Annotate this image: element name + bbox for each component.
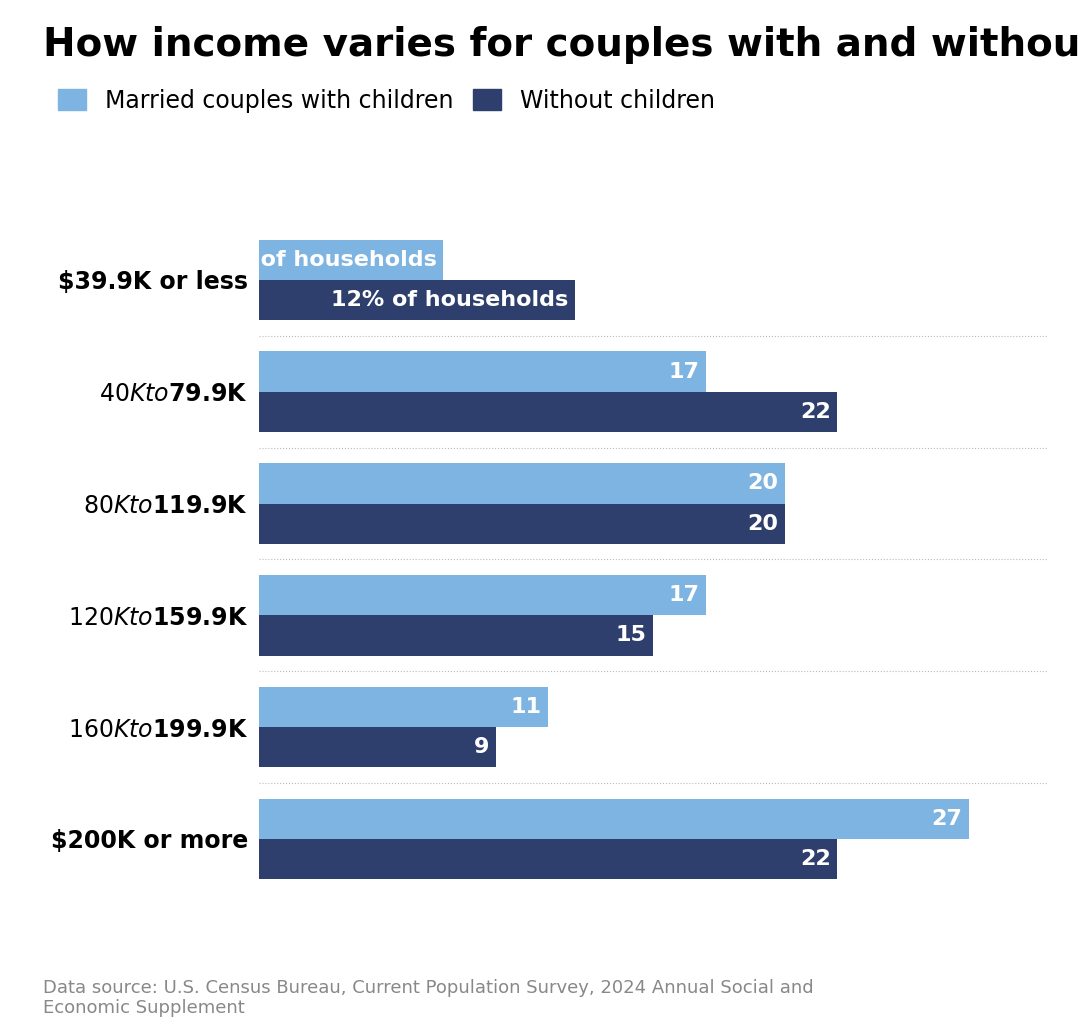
- Text: How income varies for couples with and without kids: How income varies for couples with and w…: [43, 26, 1080, 64]
- Bar: [259, 687, 549, 727]
- Bar: [259, 463, 785, 503]
- Bar: [259, 503, 785, 544]
- Legend: Married couples with children, Without children: Married couples with children, Without c…: [58, 89, 715, 113]
- Bar: [259, 799, 969, 839]
- Text: 7% of households: 7% of households: [215, 250, 436, 269]
- Bar: [259, 575, 706, 615]
- Text: 17: 17: [669, 585, 700, 605]
- Text: Data source: U.S. Census Bureau, Current Population Survey, 2024 Annual Social a: Data source: U.S. Census Bureau, Current…: [43, 979, 814, 1017]
- Bar: [259, 392, 837, 432]
- Text: 11: 11: [511, 697, 542, 717]
- Text: 17: 17: [669, 362, 700, 381]
- Bar: [259, 280, 575, 320]
- Text: 27: 27: [931, 809, 962, 829]
- Bar: [259, 239, 443, 280]
- Text: 22: 22: [800, 402, 831, 422]
- Text: 22: 22: [800, 850, 831, 869]
- Bar: [259, 615, 653, 656]
- Bar: [259, 839, 837, 880]
- Text: 20: 20: [747, 514, 779, 534]
- Text: 12% of households: 12% of households: [330, 290, 568, 310]
- Text: 15: 15: [616, 626, 647, 645]
- Text: 20: 20: [747, 473, 779, 493]
- Bar: [259, 727, 496, 768]
- Text: 9: 9: [474, 738, 489, 757]
- Bar: [259, 351, 706, 392]
